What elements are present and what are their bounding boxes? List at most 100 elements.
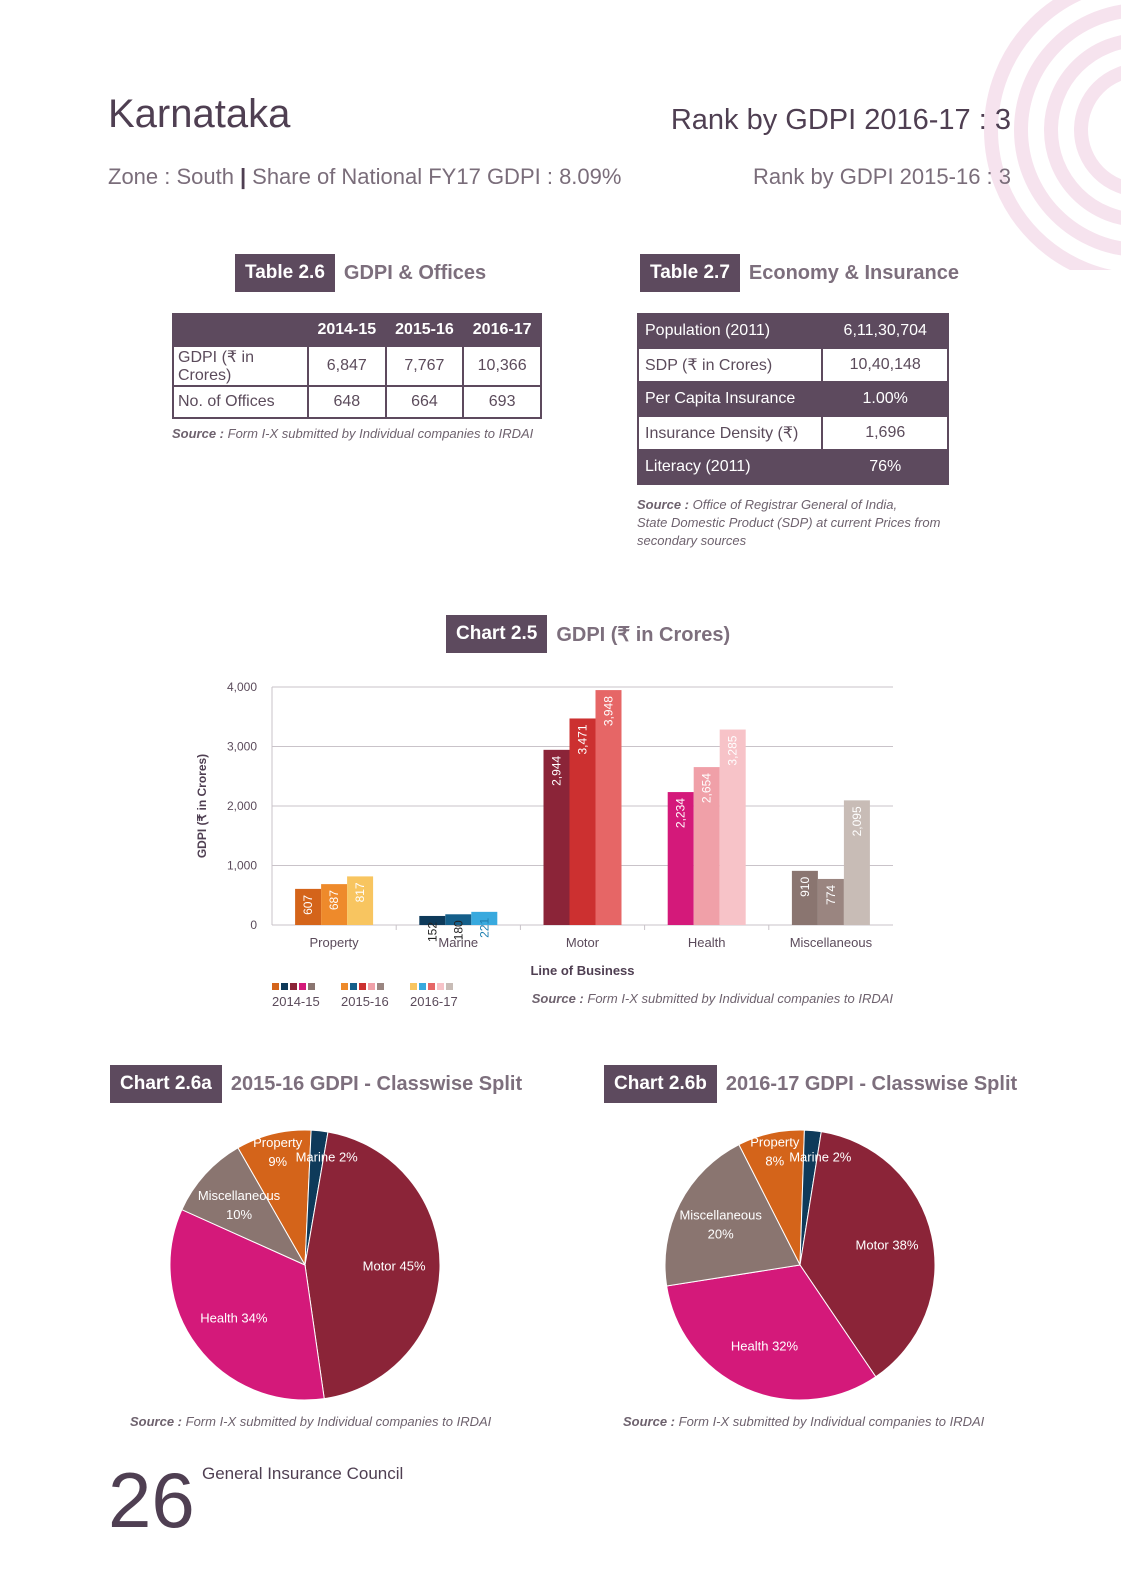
bar-data-label: 3,471 <box>576 724 590 754</box>
bar <box>791 870 818 925</box>
legend-swatch <box>359 983 366 990</box>
table-row: GDPI (₹ in Crores) 6,847 7,767 10,366 <box>172 345 542 387</box>
bar-data-label: 607 <box>301 895 315 915</box>
pie-slice-label: 20% <box>708 1226 734 1241</box>
pie-slice <box>169 1208 325 1401</box>
x-axis-title: Line of Business <box>530 963 634 978</box>
chart-tag: Chart 2.5 <box>446 615 548 653</box>
table-row: No. of Offices 648 664 693 <box>172 385 542 419</box>
state-title: Karnataka <box>108 92 291 136</box>
pie-slice-label: Miscellaneous <box>198 1188 281 1203</box>
bar <box>295 888 322 925</box>
pie-slice-label: Health 34% <box>200 1311 268 1326</box>
chart-title: 2016-17 GDPI - Classwise Split <box>725 1072 1018 1095</box>
table-title: Economy & Insurance <box>748 261 959 284</box>
row-label: No. of Offices <box>172 385 309 419</box>
source-label: Source : <box>532 991 584 1006</box>
legend-swatch <box>272 983 279 990</box>
bar <box>471 911 498 925</box>
column-header: 2016-17 <box>462 313 542 347</box>
column-header: 2015-16 <box>384 313 465 347</box>
y-tick-label: 1,000 <box>227 859 257 873</box>
pie-chart-2015-16: Property 9% Marine 2% Motor 45% Health 34% Mi… <box>169 1129 441 1401</box>
legend-swatch <box>299 983 306 990</box>
legend-swatch <box>308 983 315 990</box>
pie-slice-label: Health 32% <box>731 1339 799 1354</box>
chart-tag: Chart 2.6b <box>604 1065 717 1103</box>
row-label: Insurance Density (₹) <box>636 415 824 451</box>
source-line: Office of Registrar General of India, <box>689 497 898 512</box>
table-row: Literacy (2011) 76% <box>636 449 949 485</box>
legend-swatch <box>290 983 297 990</box>
pie-slice <box>799 1131 936 1378</box>
legend-swatch <box>377 983 384 990</box>
source-line: State Domestic Product (SDP) at current … <box>637 515 941 530</box>
table-cell: 1,696 <box>821 415 949 451</box>
pie-slice <box>304 1131 441 1400</box>
bar-data-label: 180 <box>451 920 465 940</box>
chart-2-5-caption: Chart 2.5 GDPI (₹ in Crores) <box>446 615 730 653</box>
pie-slice-label: 8% <box>765 1154 784 1169</box>
x-tick-label: Health <box>688 935 726 950</box>
gdpi-bar-chart: 0 1,000 2,000 3,000 4,000 Property 607 687 817 Ma… <box>195 680 894 1009</box>
row-label: SDP (₹ in Crores) <box>636 347 824 383</box>
table-cell: 10,40,148 <box>821 347 949 383</box>
bar-data-label: 774 <box>824 885 838 905</box>
pie-slice-label: Marine 2% <box>296 1150 359 1165</box>
legend-swatch <box>410 983 417 990</box>
pie-slice-label: Property <box>750 1135 800 1150</box>
bar <box>719 729 746 925</box>
y-tick-label: 3,000 <box>227 740 257 754</box>
table-title: GDPI & Offices <box>343 261 487 284</box>
legend-swatch <box>368 983 375 990</box>
table-row: Population (2011) 6,11,30,704 <box>636 313 949 349</box>
pie-slice-label: Motor 45% <box>363 1258 426 1273</box>
legend-swatch <box>281 983 288 990</box>
bar-data-label: 152 <box>425 922 439 942</box>
pie-chart-2016-17: Property 8% Marine 2% Motor 38% Health 32% Mi… <box>664 1129 936 1401</box>
pie-b-source: Source : Form I-X submitted by Individua… <box>623 1414 984 1429</box>
bar <box>569 718 596 925</box>
pie-slice-label: Property <box>253 1135 303 1150</box>
legend-entry: 2014-15 <box>272 983 320 1009</box>
table-cell: 76% <box>821 449 949 485</box>
bar-data-label: 910 <box>798 877 812 897</box>
source-text: Form I-X submitted by Individual compani… <box>224 426 534 441</box>
table-row: Insurance Density (₹) 1,696 <box>636 415 949 451</box>
legend-swatch <box>446 983 453 990</box>
source-text: Form I-X submitted by Individual compani… <box>675 1414 985 1429</box>
bar <box>347 876 374 925</box>
bar-data-label: 3,948 <box>602 696 616 726</box>
source-label: Source : <box>172 426 225 441</box>
x-tick-label: Marine <box>438 935 478 950</box>
y-tick-label: 2,000 <box>227 799 257 813</box>
table-2-6-source: Source : Form I-X submitted by Individua… <box>172 426 533 441</box>
table-cell: 6,847 <box>307 345 387 387</box>
table-cell: 648 <box>307 385 387 419</box>
bar <box>817 878 844 925</box>
zone-share-line: Zone : South | Share of National FY17 GDPI… <box>108 164 621 190</box>
rank-2016-17: Rank by GDPI 2016-17 : 3 <box>670 104 1011 136</box>
bar <box>843 800 870 925</box>
bar-data-label: 2,095 <box>850 806 864 836</box>
row-label: Literacy (2011) <box>636 449 824 485</box>
chart-title: GDPI (₹ in Crores) <box>556 623 731 646</box>
table-tag: Table 2.7 <box>640 254 740 292</box>
column-header <box>172 313 309 347</box>
table-2-7-source: Source : Office of Registrar General of … <box>637 496 940 550</box>
chart-source: Source : Form I-X submitted by Individua… <box>532 991 894 1006</box>
rank-2015-16: Rank by GDPI 2015-16 : 3 <box>752 164 1011 189</box>
table-cell: 693 <box>462 385 542 419</box>
source-label: Source : <box>623 1414 676 1429</box>
bar-data-label: 687 <box>327 890 341 910</box>
x-tick-label: Property <box>310 935 360 950</box>
table-cell: 664 <box>384 385 465 419</box>
chart-tag: Chart 2.6a <box>110 1065 222 1103</box>
table-2-6-caption: Table 2.6 GDPI & Offices <box>235 254 486 292</box>
legend-swatch <box>437 983 444 990</box>
legend-swatch <box>428 983 435 990</box>
separator: | <box>239 164 247 189</box>
legend-swatch <box>350 983 357 990</box>
row-label: GDPI (₹ in Crores) <box>172 345 309 387</box>
bar-data-label: 2,234 <box>674 798 688 828</box>
